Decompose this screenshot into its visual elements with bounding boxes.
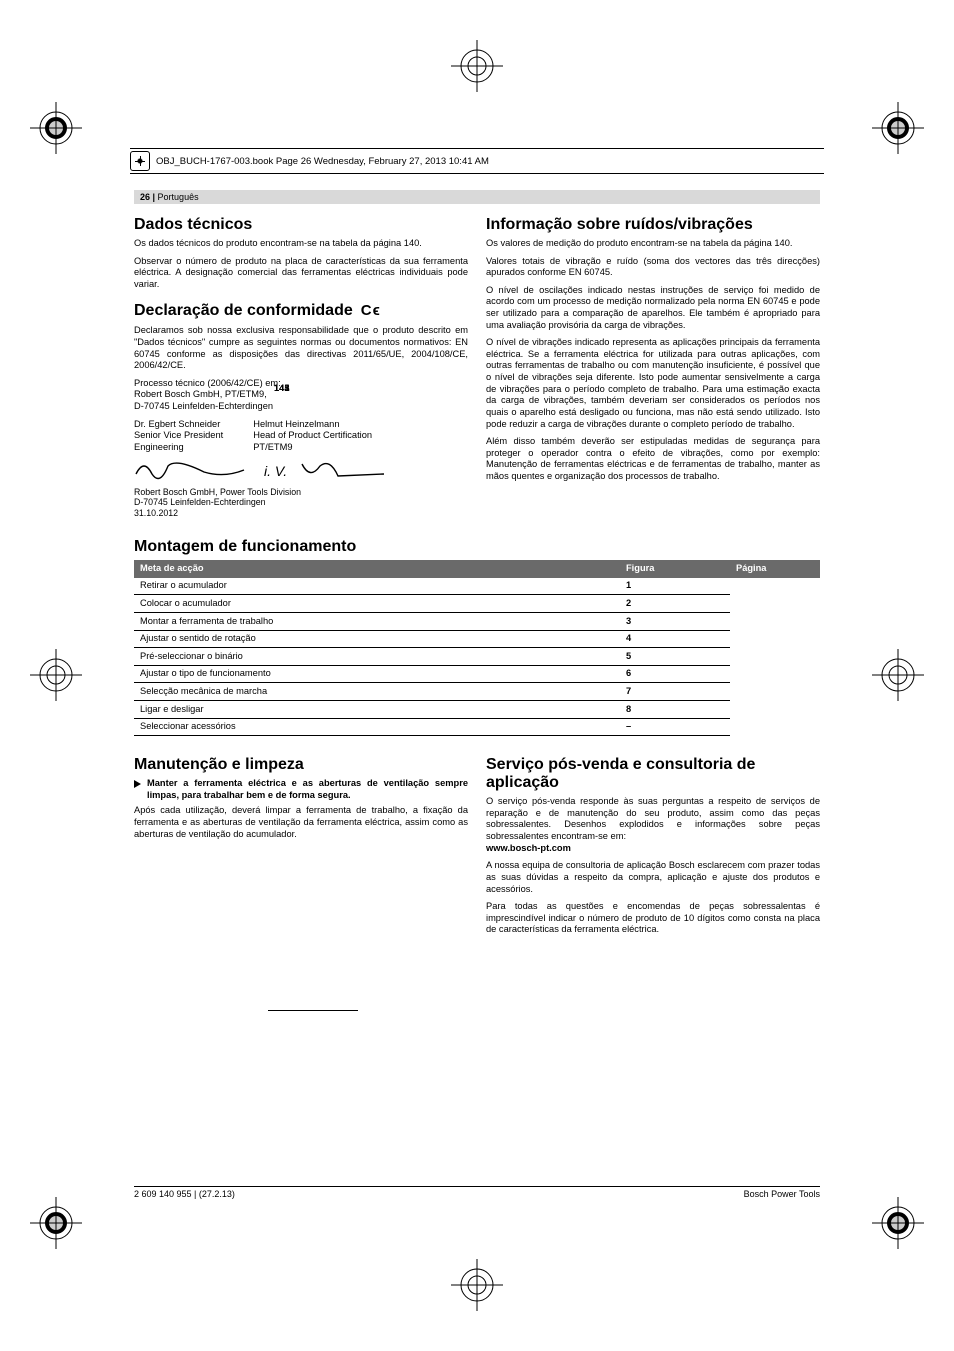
- table-row: Colocar o acumulador2141: [134, 595, 820, 613]
- para-servico-1: O serviço pós-venda responde às suas per…: [486, 796, 820, 842]
- cell-meta: Pré-seleccionar o binário: [134, 648, 620, 666]
- heading-dados-tecnicos: Dados técnicos: [134, 216, 468, 234]
- heading-servico: Serviço pós-venda e consultoria de aplic…: [486, 756, 820, 792]
- cell-meta: Ajustar o tipo de funcionamento: [134, 665, 620, 683]
- service-url: www.bosch-pt.com: [486, 843, 820, 855]
- para-info-2: Valores totais de vibração e ruído (soma…: [486, 256, 820, 279]
- para-dados-2: Observar o número de produto na placa de…: [134, 256, 468, 291]
- footer-left: 2 609 140 955 | (27.2.13): [134, 1189, 235, 1199]
- col-header-meta: Meta de acção: [134, 560, 620, 578]
- cell-figura: 6: [620, 665, 730, 683]
- crop-mark-bottom-left: [26, 1193, 86, 1253]
- para-servico-2: A nossa equipa de consultoria de aplicaç…: [486, 860, 820, 895]
- page-header-bar: 26 | Português: [134, 190, 820, 204]
- table-row: Selecção mecânica de marcha7143: [134, 683, 820, 701]
- crop-mark-bottom-right: [868, 1193, 928, 1253]
- two-column-layout: Dados técnicos Os dados técnicos do prod…: [134, 210, 820, 524]
- cell-pagina: 145: [268, 380, 358, 1011]
- lower-two-column: Manutenção e limpeza Manter a ferramenta…: [134, 750, 820, 942]
- para-decl-1: Declaramos sob nossa exclusiva responsab…: [134, 325, 468, 371]
- action-table: Meta de acção Figura Página Retirar o ac…: [134, 560, 820, 736]
- table-row: Seleccionar acessórios–145: [134, 718, 820, 736]
- triangle-bullet-icon: [134, 780, 141, 788]
- cell-meta: Ajustar o sentido de rotação: [134, 630, 620, 648]
- cell-figura: 2: [620, 595, 730, 613]
- signer1-dept: Engineering: [134, 442, 223, 454]
- crop-mark-bottom-center: [447, 1255, 507, 1315]
- para-info-3: O nível de oscilações indicado nestas in…: [486, 285, 820, 331]
- heading-montagem: Montagem de funcionamento: [134, 538, 820, 556]
- page-footer: 2 609 140 955 | (27.2.13) Bosch Power To…: [134, 1186, 820, 1199]
- signer1-name: Dr. Egbert Schneider: [134, 419, 223, 431]
- page-number: 26: [140, 192, 150, 202]
- page-language: Português: [158, 192, 199, 202]
- heading-informacao: Informação sobre ruídos/vibrações: [486, 216, 820, 234]
- para-info-4: O nível de vibrações indicado representa…: [486, 337, 820, 430]
- table-row: Pré-seleccionar o binário5142: [134, 648, 820, 666]
- table-row: Retirar o acumulador1141: [134, 578, 820, 595]
- cell-figura: 3: [620, 613, 730, 631]
- cell-figura: 1: [620, 578, 730, 595]
- signer1-role: Senior Vice President: [134, 430, 223, 442]
- cell-meta: Seleccionar acessórios: [134, 718, 620, 736]
- ce-mark-icon: C ϵ: [361, 302, 379, 319]
- para-info-1: Os valores de medição do produto encontr…: [486, 238, 820, 250]
- running-header: OBJ_BUCH-1767-003.book Page 26 Wednesday…: [130, 148, 824, 174]
- cell-figura: 8: [620, 701, 730, 719]
- para-info-5: Além disso também deverão ser estipulada…: [486, 436, 820, 482]
- crop-mark-mid-right: [868, 645, 928, 705]
- table-row: Montar a ferramenta de trabalho3141: [134, 613, 820, 631]
- crop-mark-top-right: [868, 98, 928, 158]
- cell-figura: 4: [620, 630, 730, 648]
- lower-right-column: Serviço pós-venda e consultoria de aplic…: [486, 750, 820, 942]
- col-header-figura: Figura: [620, 560, 730, 578]
- footer-right: Bosch Power Tools: [744, 1189, 820, 1199]
- heading-declaracao: Declaração de conformidade: [134, 302, 353, 320]
- running-header-text: OBJ_BUCH-1767-003.book Page 26 Wednesday…: [156, 156, 489, 167]
- table-row: Ajustar o tipo de funcionamento6143: [134, 665, 820, 683]
- cell-meta: Colocar o acumulador: [134, 595, 620, 613]
- cell-meta: Selecção mecânica de marcha: [134, 683, 620, 701]
- table-row: Ajustar o sentido de rotação4142: [134, 630, 820, 648]
- table-row: Ligar e desligar8144: [134, 701, 820, 719]
- cell-figura: 7: [620, 683, 730, 701]
- para-servico-3: Para todas as questões e encomendas de p…: [486, 901, 820, 936]
- crop-mark-top-center: [447, 36, 507, 96]
- page-content: 26 | Português Dados técnicos Os dados t…: [134, 190, 820, 1181]
- cell-meta: Retirar o acumulador: [134, 578, 620, 595]
- cell-figura: –: [620, 718, 730, 736]
- right-column: Informação sobre ruídos/vibrações Os val…: [486, 210, 820, 524]
- col-header-pagina: Página: [730, 560, 820, 578]
- page-header-sep: |: [150, 192, 158, 202]
- cell-figura: 5: [620, 648, 730, 666]
- signatory-1: Dr. Egbert Schneider Senior Vice Preside…: [134, 419, 223, 454]
- cell-meta: Ligar e desligar: [134, 701, 620, 719]
- crop-mark-mid-left: [26, 645, 86, 705]
- para-dados-1: Os dados técnicos do produto encontram-s…: [134, 238, 468, 250]
- cell-meta: Montar a ferramenta de trabalho: [134, 613, 620, 631]
- crop-mark-top-left: [26, 98, 86, 158]
